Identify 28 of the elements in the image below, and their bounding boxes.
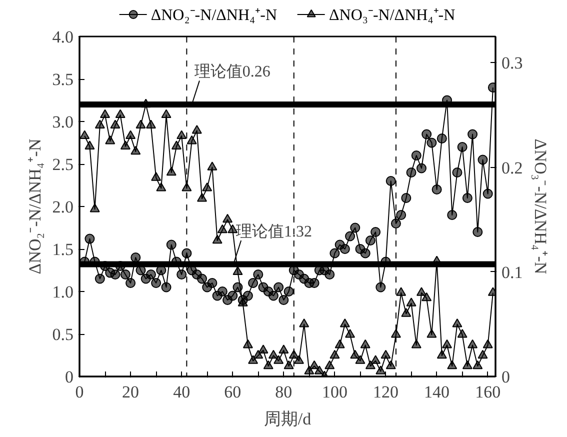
y-tick-label: 4.0 <box>52 28 74 46</box>
x-tick-label: 20 <box>122 382 140 402</box>
x-tick-label: 120 <box>373 382 399 402</box>
y-tick-label: 2.0 <box>52 198 74 216</box>
legend-label: ΔNO₂⁻-N/ΔNH₄⁺-N <box>150 6 277 25</box>
x-tick-label: 100 <box>322 382 348 402</box>
y-axis-title: ΔNO₂⁻-N/ΔNH₄⁺-N <box>25 138 44 274</box>
x-tick-label: 40 <box>173 382 190 402</box>
y-tick-label: 0.5 <box>52 325 74 344</box>
legend-label: ΔNO₃⁻-N/ΔNH₄⁺-N <box>329 6 456 25</box>
y2-tick-label: 0.1 <box>502 262 523 282</box>
y-tick-label: 2.5 <box>52 155 74 174</box>
y2-tick-label: 0.3 <box>502 54 523 73</box>
x-tick-label: 140 <box>424 382 450 402</box>
y-tick-label: 1.5 <box>52 240 74 259</box>
y-tick-label: 1.0 <box>52 282 74 302</box>
y2-axis-title: ΔNO₃⁻-N/ΔNH₄⁺-N <box>530 138 550 274</box>
x-tick-label: 160 <box>475 382 501 402</box>
y2-tick-label: 0.2 <box>502 158 523 178</box>
ref-line-label: 理论值0.26 <box>194 64 270 81</box>
y2-tick-label: 0 <box>502 368 510 386</box>
y-tick-label: 3.0 <box>52 112 74 132</box>
x-axis-title: 周期/d <box>264 410 312 428</box>
x-tick-label: 80 <box>275 382 292 402</box>
y-tick-label: 3.5 <box>52 70 74 89</box>
ref-line-label: 理论值1.32 <box>236 224 312 240</box>
x-tick-label: 60 <box>224 382 242 402</box>
y-tick-label: 0 <box>65 368 74 386</box>
